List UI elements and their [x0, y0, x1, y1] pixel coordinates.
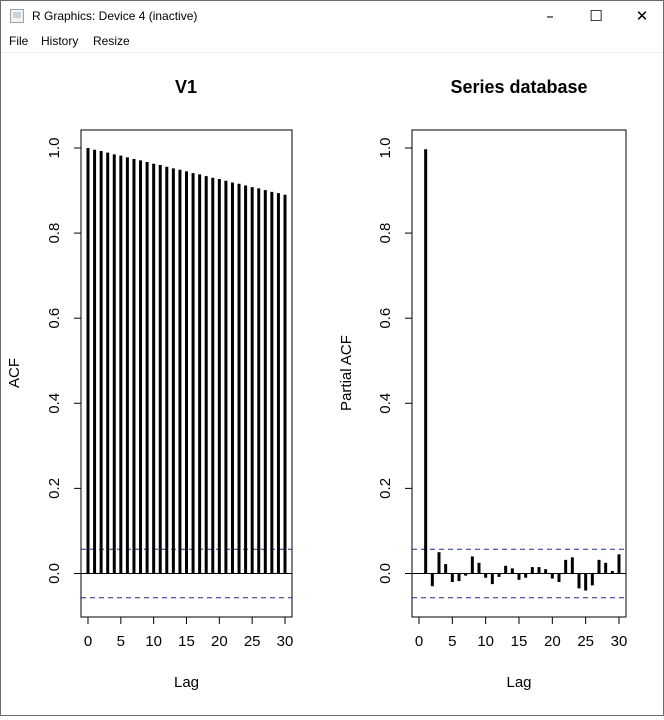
chart-1-y-tick-label-0: 0.0 — [46, 563, 63, 584]
plot-canvas: V1 0 5 10 15 20 25 30 0.0 0.2 0.4 0.6 0.8 1.0 Lag ACF Se… — [6, 77, 628, 691]
chart-2-title: Series database — [450, 77, 587, 97]
chart-2-x-tick-label-25: 25 — [577, 633, 594, 650]
close-button[interactable]: ✕ — [635, 7, 649, 25]
menu-bar: File History Resize — [1, 31, 663, 53]
chart-1-y-axis-label: ACF — [6, 358, 23, 388]
chart-2-y-tick-label-0.6: 0.6 — [377, 308, 394, 329]
r-graphics-window-icon — [10, 9, 24, 23]
title-bar[interactable]: R Graphics: Device 4 (inactive) – ☐ ✕ — [1, 1, 663, 31]
chart-2-y-tick-label-0.8: 0.8 — [377, 223, 394, 244]
chart-1-x-tick-label-15: 15 — [178, 633, 195, 650]
maximize-button[interactable]: ☐ — [589, 7, 603, 25]
menu-file[interactable]: File — [9, 34, 29, 48]
chart-2-frame — [411, 129, 627, 618]
window-title: R Graphics: Device 4 (inactive) — [32, 9, 198, 23]
chart-2-x-tick-label-0: 0 — [415, 633, 423, 650]
chart-1-y-tick-label-0.2: 0.2 — [46, 478, 63, 499]
chart-1-x-tick-label-25: 25 — [244, 633, 261, 650]
chart-2-y-tick-label-0: 0.0 — [377, 563, 394, 584]
chart-1-x-axis-label: Lag — [174, 674, 199, 691]
chart-1-y-tick-label-0.6: 0.6 — [46, 308, 63, 329]
chart-2-x-axis-label: Lag — [506, 674, 531, 691]
chart-1-title: V1 — [175, 77, 197, 97]
chart-2-y-tick-label-1: 1.0 — [377, 138, 394, 159]
chart-2-x-tick-label-5: 5 — [448, 633, 456, 650]
chart-1-y-tick-label-1: 1.0 — [46, 138, 63, 159]
plot-area: V1 0 5 10 15 20 25 30 0.0 0.2 0.4 0.6 0.8 1.0 Lag ACF Se… — [1, 53, 663, 715]
chart-1-x-tick-label-5: 5 — [117, 633, 125, 650]
chart-2-y-tick-label-0.4: 0.4 — [377, 393, 394, 414]
chart-2-x-tick-label-20: 20 — [544, 633, 561, 650]
chart-1-x-tick-label-30: 30 — [277, 633, 294, 650]
menu-history[interactable]: History — [41, 34, 79, 48]
chart-2-x-tick-label-30: 30 — [611, 633, 628, 650]
chart-2-y-axis-label: Partial ACF — [338, 335, 355, 411]
minimize-button[interactable]: – — [546, 7, 554, 25]
menu-resize[interactable]: Resize — [93, 34, 130, 48]
chart-1-x-tick-label-20: 20 — [211, 633, 228, 650]
chart-2-x-tick-label-10: 10 — [477, 633, 494, 650]
chart-1-x-tick-label-10: 10 — [145, 633, 162, 650]
chart-1-x-tick-label-0: 0 — [84, 633, 92, 650]
chart-2-x-tick-label-15: 15 — [511, 633, 528, 650]
chart-1-y-tick-label-0.4: 0.4 — [46, 393, 63, 414]
chart-1-y-tick-label-0.8: 0.8 — [46, 223, 63, 244]
chart-2-y-tick-label-0.2: 0.2 — [377, 478, 394, 499]
